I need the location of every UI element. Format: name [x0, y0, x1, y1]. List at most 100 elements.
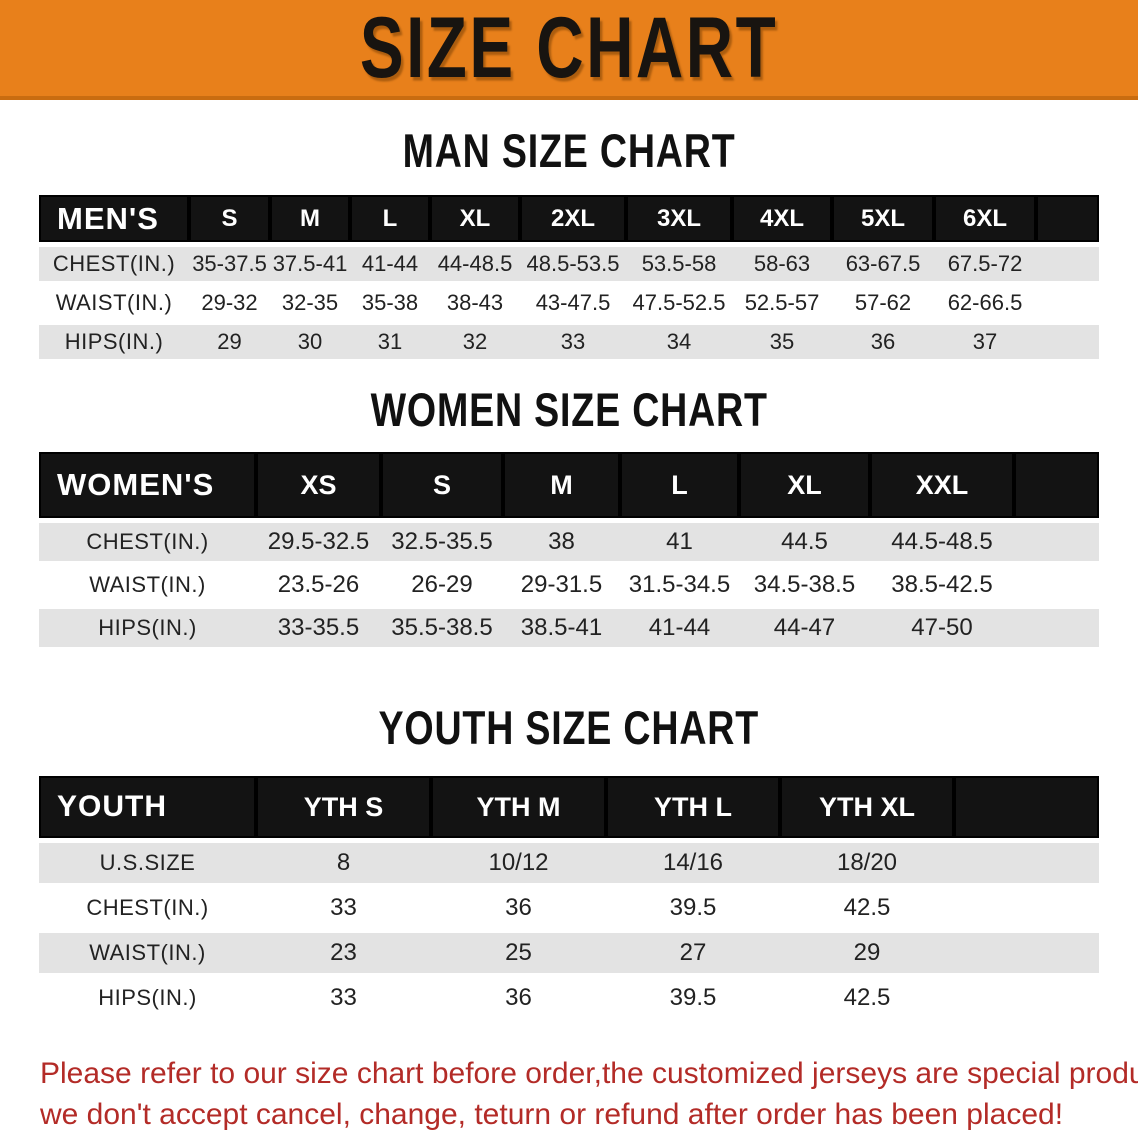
- youth-size-chart-heading-text: YOUTH SIZE CHART: [378, 701, 760, 754]
- youth-size-header-2: YTH L: [606, 776, 780, 838]
- men-cell-2-0: 29: [189, 325, 270, 359]
- youth-size-header-3: YTH XL: [780, 776, 954, 838]
- women-size-header-1: S: [381, 452, 503, 518]
- women-cell-2-1: 35.5-38.5: [381, 609, 503, 647]
- men-table-row-2: HIPS(IN.) 29 30 31 32 33 34 35 36 37: [39, 325, 1099, 359]
- women-size-chart-heading-text: WOMEN SIZE CHART: [370, 383, 768, 436]
- men-cell-0-6: 58-63: [732, 247, 832, 281]
- men-cell-2-2: 31: [350, 325, 430, 359]
- women-table-row-0: CHEST(IN.) 29.5-32.5 32.5-35.5 38 41 44.5 44.5…: [39, 523, 1099, 561]
- youth-cell-3-1: 36: [431, 978, 606, 1018]
- women-size-header-2: M: [503, 452, 620, 518]
- youth-table-row-2: WAIST(IN.) 23 25 27 29: [39, 933, 1099, 973]
- youth-cell-1-3: 42.5: [780, 888, 954, 928]
- youth-size-chart-heading: YOUTH SIZE CHART: [0, 704, 1138, 752]
- youth-cell-0-3: 18/20: [780, 843, 954, 883]
- men-cell-2-1: 30: [270, 325, 350, 359]
- men-size-header-1: M: [270, 195, 350, 242]
- youth-cell-3-2: 39.5: [606, 978, 780, 1018]
- youth-cell-2-0: 23: [256, 933, 431, 973]
- youth-cell-0-0: 8: [256, 843, 431, 883]
- men-size-header-4: 2XL: [520, 195, 626, 242]
- youth-cell-1-2: 39.5: [606, 888, 780, 928]
- men-cell-0-1: 37.5-41: [270, 247, 350, 281]
- men-cell-0-5: 53.5-58: [626, 247, 732, 281]
- youth-row-label-3: HIPS(IN.): [39, 978, 256, 1018]
- women-cell-2-4: 44-47: [739, 609, 870, 647]
- men-cell-1-5: 47.5-52.5: [626, 286, 732, 320]
- women-cell-1-1: 26-29: [381, 566, 503, 604]
- men-cell-0-3: 44-48.5: [430, 247, 520, 281]
- man-size-chart-heading: MAN SIZE CHART: [0, 127, 1138, 175]
- women-cell-0-4: 44.5: [739, 523, 870, 561]
- men-size-header-2: L: [350, 195, 430, 242]
- women-cell-0-1: 32.5-35.5: [381, 523, 503, 561]
- youth-row-label-0: U.S.SIZE: [39, 843, 256, 883]
- youth-cell-3-0: 33: [256, 978, 431, 1018]
- youth-table-row-0: U.S.SIZE 8 10/12 14/16 18/20: [39, 843, 1099, 883]
- women-size-header-4: XL: [739, 452, 870, 518]
- women-row-filler-2: [1014, 609, 1099, 647]
- women-cell-2-3: 41-44: [620, 609, 739, 647]
- youth-row-filler-0: [954, 843, 1099, 883]
- men-cell-0-0: 35-37.5: [189, 247, 270, 281]
- men-size-header-0: S: [189, 195, 270, 242]
- women-cell-0-3: 41: [620, 523, 739, 561]
- men-size-header-6: 4XL: [732, 195, 832, 242]
- youth-row-label-2: WAIST(IN.): [39, 933, 256, 973]
- women-size-chart-heading: WOMEN SIZE CHART: [0, 386, 1138, 434]
- women-cell-2-2: 38.5-41: [503, 609, 620, 647]
- youth-cell-0-1: 10/12: [431, 843, 606, 883]
- men-row-label-1: WAIST(IN.): [39, 286, 189, 320]
- youth-cell-0-2: 14/16: [606, 843, 780, 883]
- women-table-row-1: WAIST(IN.) 23.5-26 26-29 29-31.5 31.5-34.5 34…: [39, 566, 1099, 604]
- women-cell-0-0: 29.5-32.5: [256, 523, 381, 561]
- youth-size-header-1: YTH M: [431, 776, 606, 838]
- men-row-label-2: HIPS(IN.): [39, 325, 189, 359]
- men-cell-0-8: 67.5-72: [934, 247, 1036, 281]
- men-cell-1-1: 32-35: [270, 286, 350, 320]
- men-table-header-row: MEN'S S M L XL 2XL 3XL 4XL 5XL 6XL: [39, 195, 1099, 242]
- disclaimer-text: Please refer to our size chart before or…: [40, 1053, 1138, 1135]
- men-cell-1-2: 35-38: [350, 286, 430, 320]
- youth-row-filler-1: [954, 888, 1099, 928]
- men-size-table: MEN'S S M L XL 2XL 3XL 4XL 5XL 6XL CHEST(IN.) 35-3…: [39, 190, 1099, 364]
- women-table-header-row: WOMEN'S XS S M L XL XXL: [39, 452, 1099, 518]
- men-cell-1-7: 57-62: [832, 286, 934, 320]
- men-cell-0-2: 41-44: [350, 247, 430, 281]
- women-cell-0-2: 38: [503, 523, 620, 561]
- women-size-header-5: XXL: [870, 452, 1014, 518]
- women-table-row-2: HIPS(IN.) 33-35.5 35.5-38.5 38.5-41 41-44 44-…: [39, 609, 1099, 647]
- youth-cell-2-3: 29: [780, 933, 954, 973]
- banner-title: SIZE CHART: [359, 0, 779, 96]
- men-cell-1-0: 29-32: [189, 286, 270, 320]
- youth-table-row-1: CHEST(IN.) 33 36 39.5 42.5: [39, 888, 1099, 928]
- women-header-filler: [1014, 452, 1099, 518]
- disclaimer-line-2: we don't accept cancel, change, teturn o…: [40, 1098, 1064, 1131]
- men-cell-1-6: 52.5-57: [732, 286, 832, 320]
- men-row-label-0: CHEST(IN.): [39, 247, 189, 281]
- women-cell-0-5: 44.5-48.5: [870, 523, 1014, 561]
- men-table-row-0: CHEST(IN.) 35-37.5 37.5-41 41-44 44-48.5 48.5…: [39, 247, 1099, 281]
- men-cell-2-4: 33: [520, 325, 626, 359]
- women-row-label-0: CHEST(IN.): [39, 523, 256, 561]
- women-cell-1-3: 31.5-34.5: [620, 566, 739, 604]
- youth-row-filler-3: [954, 978, 1099, 1018]
- women-cell-1-0: 23.5-26: [256, 566, 381, 604]
- men-row-filler-2: [1036, 325, 1099, 359]
- women-row-label-1: WAIST(IN.): [39, 566, 256, 604]
- men-row-filler-0: [1036, 247, 1099, 281]
- women-row-filler-0: [1014, 523, 1099, 561]
- women-table-corner-label: WOMEN'S: [39, 452, 256, 518]
- youth-size-table: YOUTH YTH S YTH M YTH L YTH XL U.S.SIZE 8 10/1…: [39, 771, 1099, 1023]
- youth-cell-2-1: 25: [431, 933, 606, 973]
- women-size-header-3: L: [620, 452, 739, 518]
- men-header-filler: [1036, 195, 1099, 242]
- women-size-table: WOMEN'S XS S M L XL XXL CHEST(IN.) 29.5-32.5 32.…: [39, 447, 1099, 652]
- youth-header-filler: [954, 776, 1099, 838]
- men-table-row-1: WAIST(IN.) 29-32 32-35 35-38 38-43 43-47.5 47.…: [39, 286, 1099, 320]
- youth-table-header-row: YOUTH YTH S YTH M YTH L YTH XL: [39, 776, 1099, 838]
- men-cell-1-8: 62-66.5: [934, 286, 1036, 320]
- youth-cell-1-0: 33: [256, 888, 431, 928]
- women-cell-1-2: 29-31.5: [503, 566, 620, 604]
